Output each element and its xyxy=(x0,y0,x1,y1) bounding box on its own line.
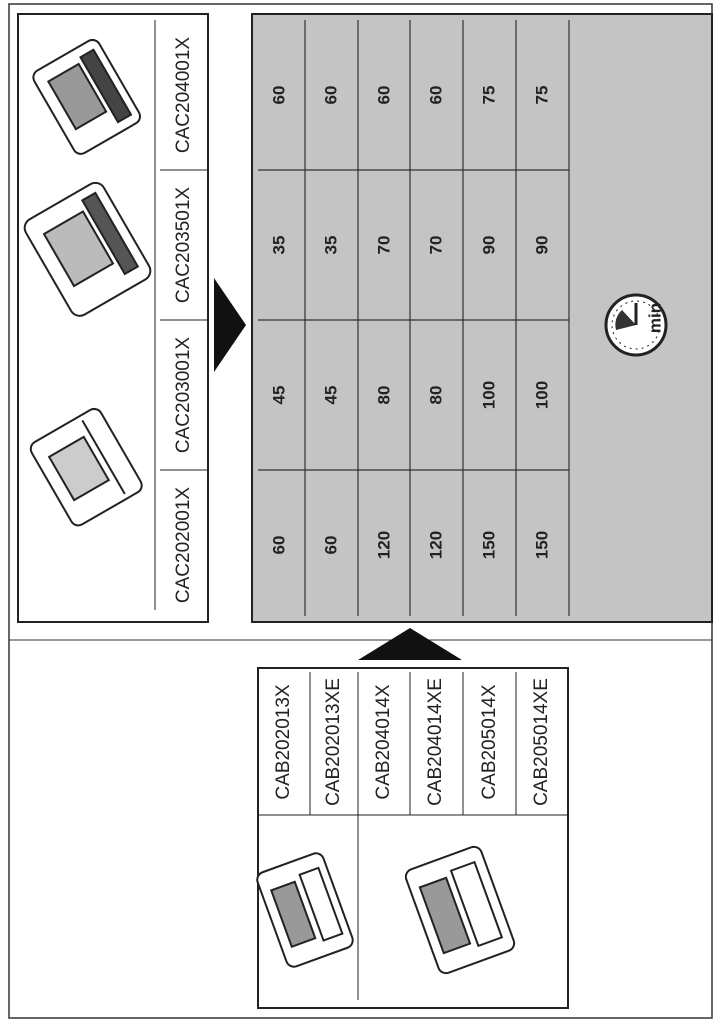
charge-time: 120 xyxy=(374,531,393,559)
charge-time: 90 xyxy=(479,236,498,255)
arrow-right xyxy=(214,278,246,372)
charger-name: CAC204001X xyxy=(173,37,194,154)
charge-time: 150 xyxy=(532,531,551,559)
charge-time: 75 xyxy=(479,86,498,105)
charge-time: 70 xyxy=(374,236,393,255)
charge-time: 60 xyxy=(321,86,340,105)
battery-name: CAB204014XE xyxy=(425,678,446,806)
battery-name: CAB205014XE xyxy=(531,678,552,806)
charge-time: 35 xyxy=(269,236,288,255)
charge-time: 60 xyxy=(269,86,288,105)
charger-images xyxy=(23,38,152,527)
charge-time: 80 xyxy=(426,386,445,405)
clock-icon xyxy=(604,293,668,357)
arrow-up xyxy=(358,628,462,660)
charger-name: CAC203001X xyxy=(173,337,194,454)
battery-grid xyxy=(309,672,517,1000)
charge-time: 60 xyxy=(321,536,340,555)
charge-time: 80 xyxy=(374,386,393,405)
charge-time: 75 xyxy=(532,86,551,105)
charge-time: 150 xyxy=(479,531,498,559)
battery-name: CAB205014X xyxy=(479,684,500,799)
charge-time: 100 xyxy=(532,381,551,409)
charge-time: 60 xyxy=(374,86,393,105)
charge-time: 35 xyxy=(321,236,340,255)
charge-time: 45 xyxy=(269,386,288,405)
battery-name: CAB204014X xyxy=(373,684,394,799)
charge-time: 60 xyxy=(269,536,288,555)
table-grid xyxy=(258,20,570,616)
charge-time: 120 xyxy=(426,531,445,559)
battery-name: CAB202013XE xyxy=(323,678,344,806)
charge-time: 90 xyxy=(532,236,551,255)
charger-name: CAC202001X xyxy=(173,487,194,604)
charge-time: 45 xyxy=(321,386,340,405)
charge-time: 100 xyxy=(479,381,498,409)
battery-name: CAB202013X xyxy=(273,684,294,799)
charge-time: 70 xyxy=(426,236,445,255)
charger-name: CAC203501X xyxy=(173,187,194,304)
charge-time: 60 xyxy=(426,86,445,105)
battery-images xyxy=(256,845,516,975)
clock-label: min xyxy=(645,303,664,333)
